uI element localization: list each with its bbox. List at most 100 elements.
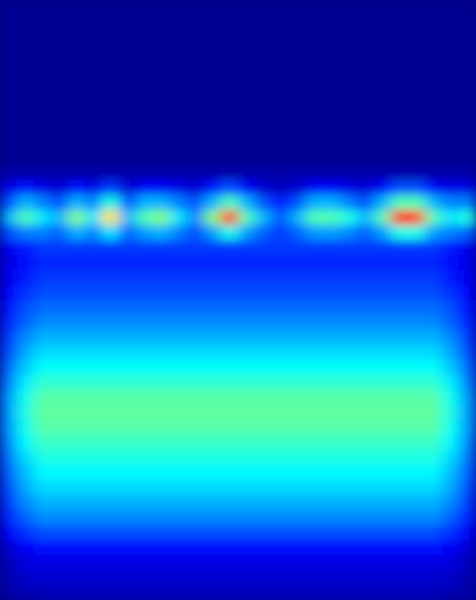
heatmap-cell — [102, 570, 120, 586]
heatmap-cell — [204, 255, 222, 271]
heatmap-cell — [0, 285, 18, 301]
heatmap-cell — [459, 15, 476, 31]
heatmap-cell — [357, 15, 375, 31]
heatmap-cell — [51, 120, 69, 136]
heatmap-cell — [425, 540, 443, 556]
heatmap-cell — [17, 300, 35, 316]
heatmap-cell — [391, 300, 409, 316]
heatmap-cell — [204, 45, 222, 61]
heatmap-cell — [153, 90, 171, 106]
heatmap-cell — [170, 75, 188, 91]
heatmap-cell — [425, 360, 443, 376]
heatmap-cell — [459, 240, 476, 256]
heatmap-cell — [102, 405, 120, 421]
heatmap-cell — [34, 375, 52, 391]
heatmap-cell — [136, 585, 154, 600]
heatmap-cell — [306, 135, 324, 151]
heatmap-cell — [459, 300, 476, 316]
heatmap-cell — [187, 495, 205, 511]
heatmap-cell — [272, 525, 290, 541]
heatmap-cell — [255, 375, 273, 391]
heatmap-cell — [306, 0, 324, 16]
heatmap-cell — [85, 45, 103, 61]
heatmap-cell — [102, 15, 120, 31]
heatmap-cell — [357, 0, 375, 16]
heatmap-cell — [425, 150, 443, 166]
heatmap-cell — [425, 30, 443, 46]
heatmap-cell — [17, 315, 35, 331]
heatmap-cell — [459, 570, 476, 586]
heatmap-cell — [170, 90, 188, 106]
heatmap-cell — [425, 510, 443, 526]
heatmap-cell — [119, 555, 137, 571]
heatmap-cell — [391, 15, 409, 31]
heatmap-cell — [289, 270, 307, 286]
heatmap-cell — [119, 525, 137, 541]
heatmap-cell — [442, 495, 460, 511]
heatmap-cell — [102, 45, 120, 61]
heatmap-cell — [170, 405, 188, 421]
heatmap-cell — [153, 75, 171, 91]
heatmap-cell — [0, 120, 18, 136]
heatmap-cell — [136, 315, 154, 331]
heatmap-cell — [442, 105, 460, 121]
heatmap-cell — [187, 270, 205, 286]
heatmap-cell — [255, 30, 273, 46]
heatmap-cell — [357, 555, 375, 571]
heatmap-cell — [289, 285, 307, 301]
heatmap-cell — [442, 570, 460, 586]
heatmap-cell — [17, 570, 35, 586]
heatmap-cell — [425, 90, 443, 106]
heatmap-cell — [442, 390, 460, 406]
heatmap-cell — [323, 525, 341, 541]
heatmap-cell — [306, 90, 324, 106]
heatmap-cell — [340, 420, 358, 436]
heatmap-cell — [255, 495, 273, 511]
heatmap-cell — [204, 555, 222, 571]
heatmap-cell — [17, 495, 35, 511]
heatmap-cell — [442, 45, 460, 61]
heatmap-cell — [272, 315, 290, 331]
heatmap-cell — [323, 555, 341, 571]
heatmap-cell — [357, 180, 375, 196]
heatmap-cell — [442, 210, 460, 226]
heatmap-cell — [204, 285, 222, 301]
heatmap-cell — [391, 360, 409, 376]
heatmap-cell — [255, 120, 273, 136]
heatmap-cell — [425, 120, 443, 136]
heatmap-cell — [119, 195, 137, 211]
heatmap-cell — [136, 495, 154, 511]
heatmap-cell — [136, 510, 154, 526]
heatmap-cell — [272, 30, 290, 46]
heatmap-cell — [85, 90, 103, 106]
heatmap-cell — [289, 495, 307, 511]
heatmap-cell — [102, 465, 120, 481]
heatmap-cell — [255, 255, 273, 271]
heatmap-cell — [340, 75, 358, 91]
heatmap-cell — [425, 195, 443, 211]
heatmap-cell — [187, 150, 205, 166]
heatmap-cell — [323, 225, 341, 241]
heatmap-cell — [391, 555, 409, 571]
heatmap-cell — [119, 240, 137, 256]
heatmap-cell — [0, 495, 18, 511]
heatmap-cell — [425, 165, 443, 181]
heatmap-cell — [51, 45, 69, 61]
heatmap-cell — [136, 120, 154, 136]
heatmap-cell — [408, 15, 426, 31]
heatmap-cell — [442, 360, 460, 376]
heatmap-cell — [425, 405, 443, 421]
heatmap-cell — [374, 105, 392, 121]
heatmap-cell — [323, 285, 341, 301]
heatmap-cell — [442, 120, 460, 136]
heatmap-cell — [391, 120, 409, 136]
heatmap-cell — [102, 195, 120, 211]
heatmap-cell — [153, 435, 171, 451]
heatmap-cell — [85, 150, 103, 166]
heatmap-cell — [391, 180, 409, 196]
heatmap-cell — [136, 330, 154, 346]
heatmap-cell — [204, 390, 222, 406]
heatmap-cell — [34, 15, 52, 31]
heatmap-cell — [68, 30, 86, 46]
heatmap-cell — [204, 165, 222, 181]
